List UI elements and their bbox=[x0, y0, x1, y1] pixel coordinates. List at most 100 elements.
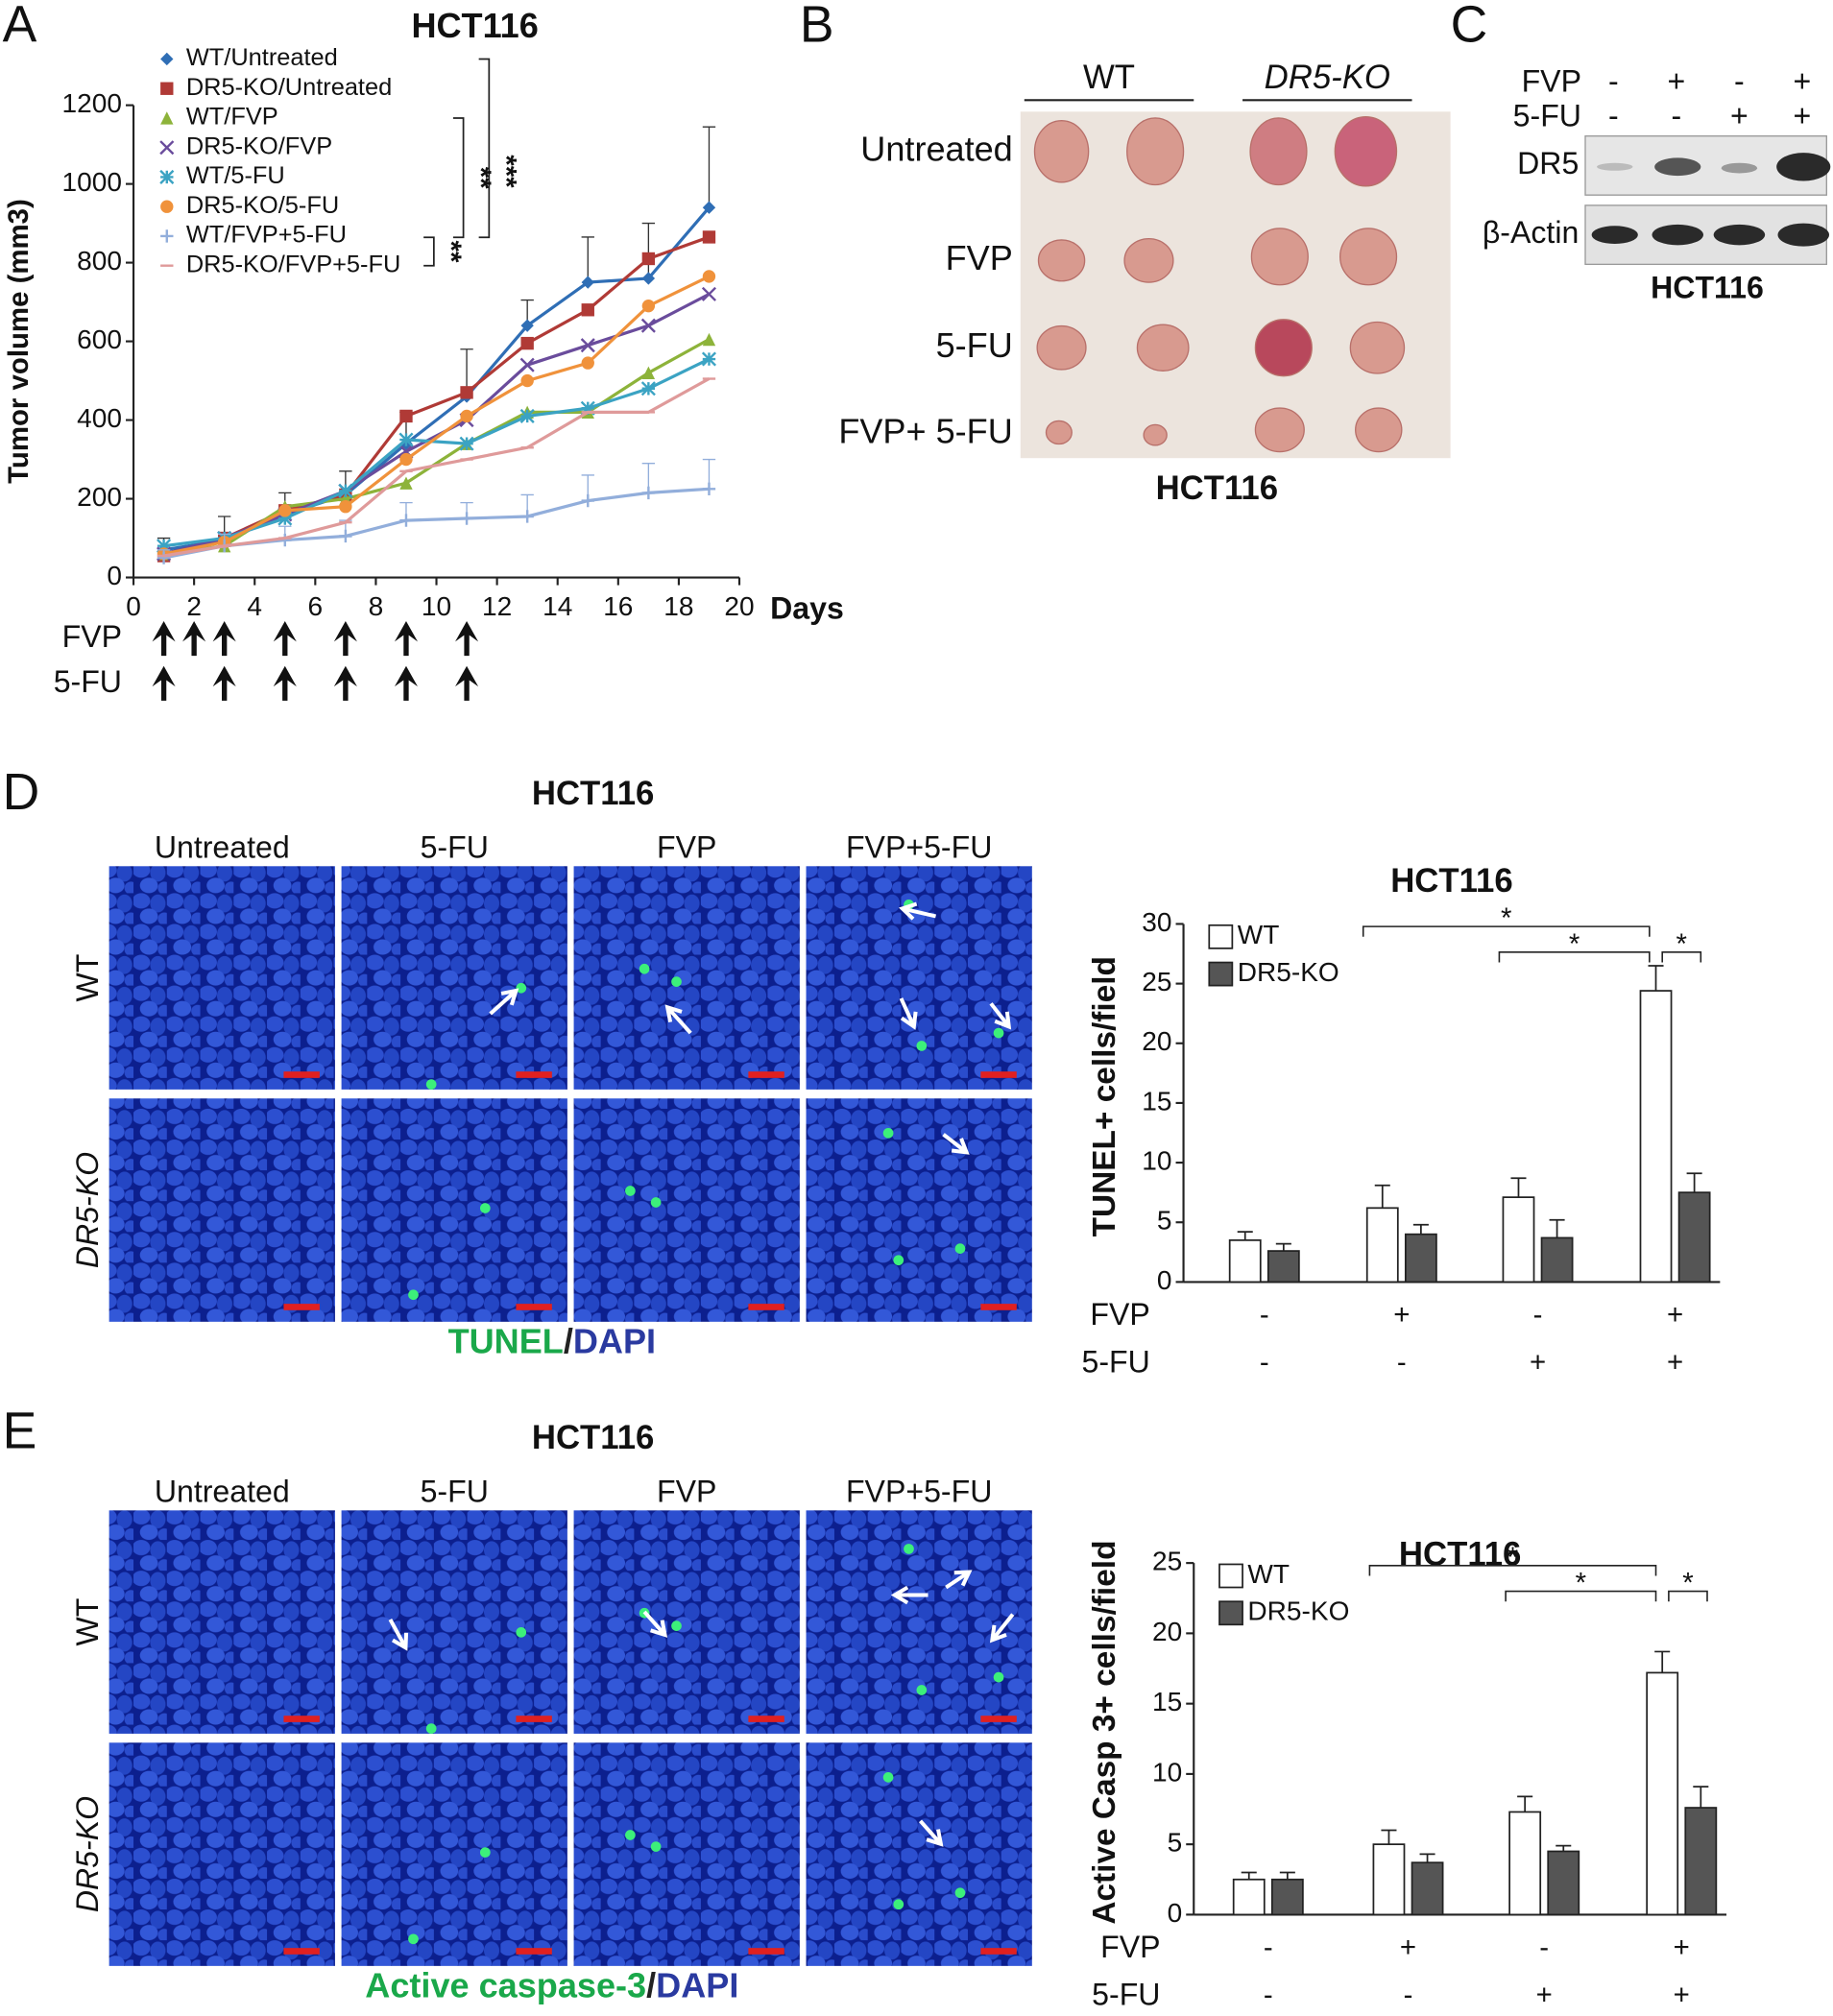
scale-bar bbox=[980, 1716, 1017, 1722]
error-bar bbox=[1237, 1231, 1253, 1240]
scale-bar bbox=[283, 1304, 320, 1310]
y-axis-label: Active Casp 3+ cells/field bbox=[1087, 1541, 1122, 1925]
legend-label: WT bbox=[1247, 1559, 1290, 1589]
y-axis-label: Tumor volume (mm3) bbox=[3, 199, 35, 484]
y-tick-label: 10 bbox=[1152, 1757, 1182, 1787]
y-tick-label: 800 bbox=[77, 246, 122, 276]
micrograph bbox=[341, 1510, 567, 1734]
micrograph bbox=[806, 866, 1032, 1090]
row-label: FVP+ 5-FU bbox=[838, 411, 1012, 450]
dosing-arrow bbox=[455, 665, 479, 701]
marker bbox=[581, 303, 594, 317]
caption-part: DAPI bbox=[573, 1321, 656, 1360]
condition-sign: - bbox=[1260, 1347, 1269, 1379]
marker bbox=[641, 272, 656, 285]
y-tick-label: 5 bbox=[1157, 1206, 1172, 1236]
marker bbox=[520, 336, 534, 350]
column-label: FVP+5-FU bbox=[846, 829, 992, 864]
y-tick-label: 1200 bbox=[62, 88, 122, 118]
positive-cell bbox=[425, 1079, 437, 1090]
bar bbox=[1404, 1233, 1437, 1284]
legend-label: WT/FVP bbox=[186, 104, 278, 131]
significance-bracket bbox=[452, 117, 465, 239]
dosing-arrow bbox=[212, 665, 236, 701]
significance-label: * bbox=[1507, 1542, 1518, 1573]
marker bbox=[702, 230, 716, 244]
condition-sign: - bbox=[1397, 1347, 1407, 1379]
marker bbox=[159, 169, 175, 185]
micrograph bbox=[806, 1098, 1032, 1322]
condition-sign: - bbox=[1404, 1980, 1413, 2011]
significance-label: * bbox=[1569, 928, 1580, 960]
y-tick-label: 30 bbox=[1142, 907, 1171, 937]
scale-bar bbox=[748, 1948, 784, 1955]
micrograph bbox=[109, 1742, 335, 1966]
scale-bar bbox=[748, 1716, 784, 1722]
marker bbox=[160, 200, 174, 213]
grid-title: HCT116 bbox=[532, 776, 654, 812]
column-label: Untreated bbox=[155, 829, 290, 864]
condition-sign: - bbox=[1533, 1299, 1543, 1331]
positive-cell bbox=[954, 1887, 966, 1899]
treatment-sign: - bbox=[1608, 98, 1619, 132]
x-tick-label: 0 bbox=[126, 591, 141, 621]
x-tick-label: 10 bbox=[422, 591, 451, 621]
tumors bbox=[1033, 115, 1406, 453]
positive-cell bbox=[650, 1197, 662, 1208]
x-tick-label: 14 bbox=[543, 591, 572, 621]
chart-title: HCT116 bbox=[1390, 863, 1512, 900]
marker bbox=[580, 400, 595, 416]
panel-label: D bbox=[3, 764, 40, 821]
marker bbox=[702, 201, 716, 214]
marker bbox=[519, 357, 535, 372]
marker bbox=[701, 286, 717, 301]
series-line bbox=[163, 357, 711, 548]
column-label: 5-FU bbox=[421, 829, 489, 864]
micrograph bbox=[573, 866, 800, 1090]
y-axis-label: TUNEL+ cells/field bbox=[1087, 956, 1122, 1236]
condition-sign: - bbox=[1260, 1299, 1269, 1331]
error-bar bbox=[1381, 1829, 1397, 1845]
scale-bar bbox=[283, 1071, 320, 1078]
condition-sign: - bbox=[1264, 1980, 1273, 2011]
column-label: FVP+5-FU bbox=[846, 1474, 992, 1508]
bar bbox=[1365, 1207, 1399, 1284]
marker bbox=[640, 318, 656, 333]
error-bar bbox=[1279, 1871, 1295, 1880]
error-bar bbox=[702, 126, 716, 208]
column-label: FVP bbox=[657, 1474, 716, 1508]
significance-label: * bbox=[1501, 902, 1511, 934]
y-tick-label: 25 bbox=[1142, 967, 1171, 996]
error-bar bbox=[1374, 1184, 1390, 1209]
marker bbox=[702, 270, 716, 283]
marker bbox=[641, 252, 656, 266]
pointer-arrow bbox=[945, 1570, 973, 1590]
marker bbox=[641, 299, 656, 313]
x-tick-label: 8 bbox=[369, 591, 384, 621]
legend-swatch bbox=[1208, 961, 1234, 987]
bar bbox=[1547, 1850, 1580, 1916]
scale-bar bbox=[748, 1071, 784, 1078]
blot-label: DR5 bbox=[1517, 146, 1579, 180]
condition-label: FVP bbox=[1100, 1930, 1160, 1964]
positive-cell bbox=[425, 1723, 437, 1734]
dosing-arrow bbox=[455, 620, 479, 657]
bar bbox=[1646, 1671, 1679, 1916]
panel-b: WT DR5-KO Untreated FVP 5-FU FVP+ 5-FU H… bbox=[838, 60, 1451, 507]
treatment-sign: + bbox=[1730, 98, 1749, 132]
positive-cell bbox=[882, 1772, 894, 1783]
marker bbox=[339, 529, 352, 543]
positive-cell bbox=[916, 1041, 928, 1051]
legend-label: DR5-KO/5-FU bbox=[186, 192, 339, 219]
treatment-sign: - bbox=[1608, 63, 1619, 98]
significance-label: * bbox=[1576, 1568, 1586, 1599]
scale-bar bbox=[516, 1716, 552, 1722]
micrograph bbox=[341, 1742, 567, 1966]
marker bbox=[460, 409, 473, 423]
positive-cell bbox=[516, 982, 527, 994]
positive-cell bbox=[904, 1544, 914, 1554]
micrograph bbox=[573, 1510, 800, 1734]
treatment-sign: + bbox=[1794, 98, 1812, 132]
series-line bbox=[163, 338, 711, 556]
